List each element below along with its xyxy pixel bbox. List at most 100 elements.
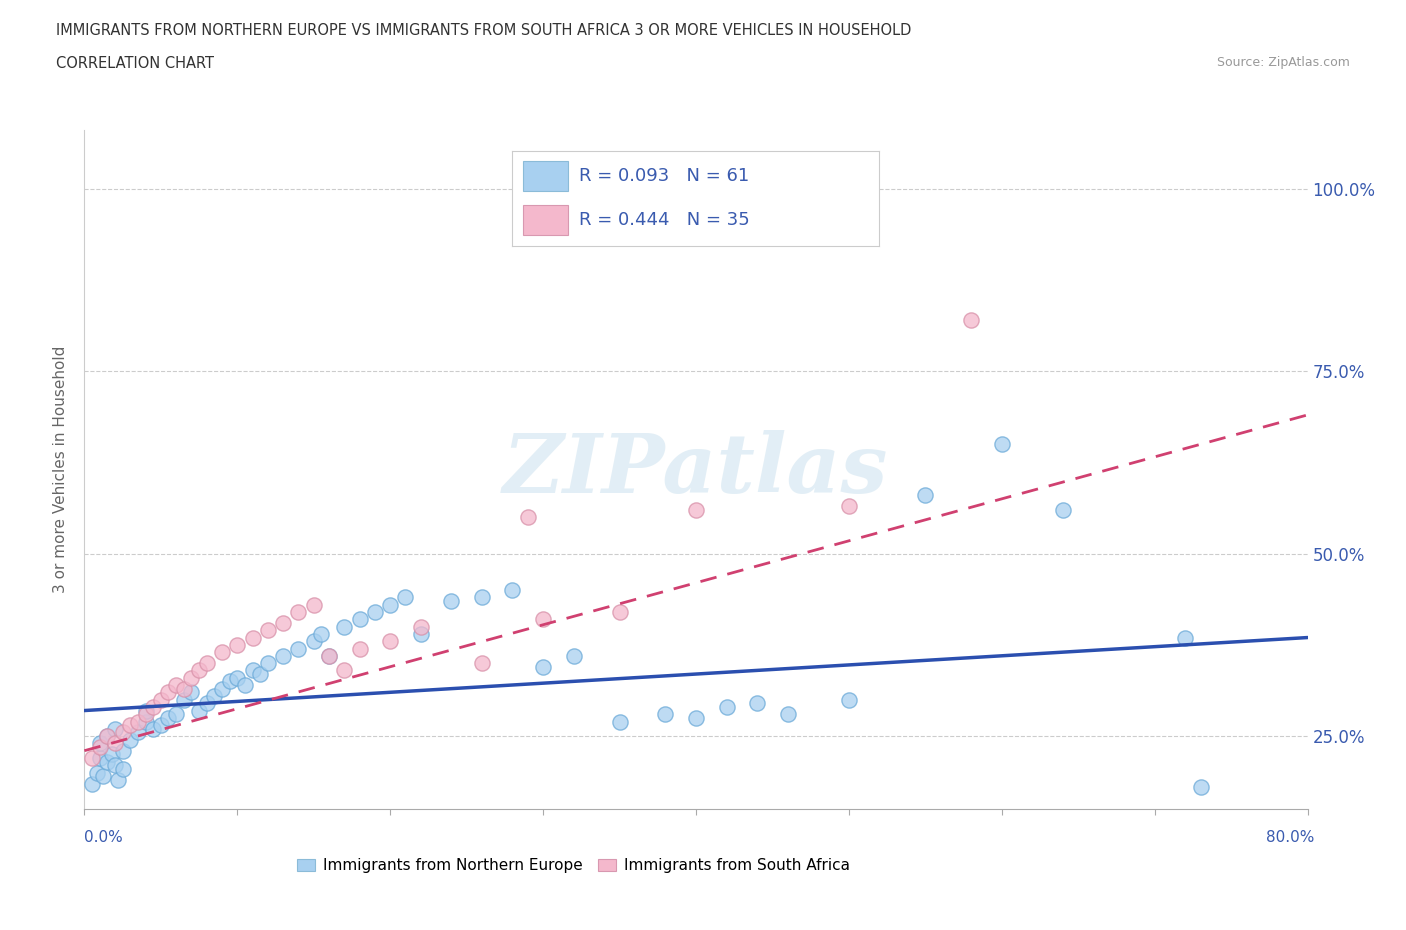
Text: CORRELATION CHART: CORRELATION CHART xyxy=(56,56,214,71)
Y-axis label: 3 or more Vehicles in Household: 3 or more Vehicles in Household xyxy=(53,346,69,593)
Point xyxy=(127,725,149,740)
Point xyxy=(364,604,387,619)
Point xyxy=(80,777,103,791)
Point xyxy=(609,604,631,619)
Point xyxy=(471,590,494,604)
Text: ZIPatlas: ZIPatlas xyxy=(503,430,889,510)
Text: IMMIGRANTS FROM NORTHERN EUROPE VS IMMIGRANTS FROM SOUTH AFRICA 3 OR MORE VEHICL: IMMIGRANTS FROM NORTHERN EUROPE VS IMMIG… xyxy=(56,23,911,38)
Point xyxy=(1174,631,1197,645)
Point xyxy=(380,597,402,612)
Point xyxy=(302,633,325,648)
Point xyxy=(195,656,218,671)
Point xyxy=(135,714,157,729)
Point xyxy=(111,743,134,758)
Point xyxy=(471,656,494,671)
Point xyxy=(394,590,416,604)
Point xyxy=(685,502,707,517)
Point xyxy=(104,736,127,751)
Point xyxy=(96,754,118,769)
Point xyxy=(142,699,165,714)
Legend: Immigrants from Northern Europe, Immigrants from South Africa: Immigrants from Northern Europe, Immigra… xyxy=(291,852,856,880)
Point xyxy=(107,773,129,788)
Point xyxy=(257,656,280,671)
Point xyxy=(242,663,264,678)
Text: R = 0.444   N = 35: R = 0.444 N = 35 xyxy=(578,211,749,229)
Point xyxy=(157,711,180,725)
Point xyxy=(838,692,860,707)
Point xyxy=(188,663,211,678)
Point xyxy=(149,718,172,733)
Point xyxy=(101,747,124,762)
Point xyxy=(104,758,127,773)
Point xyxy=(233,678,256,693)
Text: 80.0%: 80.0% xyxy=(1267,830,1315,844)
Point xyxy=(149,692,172,707)
Bar xyxy=(523,205,568,235)
Point xyxy=(211,681,233,696)
Point xyxy=(318,648,340,663)
Point xyxy=(409,627,432,642)
Point xyxy=(349,612,371,627)
Point xyxy=(685,711,707,725)
Point xyxy=(516,510,538,525)
Point xyxy=(89,751,111,765)
Point xyxy=(120,732,142,747)
Point xyxy=(226,637,249,652)
Point xyxy=(302,597,325,612)
Point xyxy=(960,312,983,327)
Point xyxy=(380,633,402,648)
Point xyxy=(914,487,936,502)
Point xyxy=(111,762,134,777)
Point xyxy=(287,604,309,619)
Point xyxy=(242,631,264,645)
Point xyxy=(1052,502,1074,517)
Point xyxy=(96,729,118,744)
Point xyxy=(89,739,111,754)
Point xyxy=(609,714,631,729)
Point xyxy=(991,437,1014,452)
Point xyxy=(104,722,127,737)
Point xyxy=(188,703,211,718)
Point xyxy=(89,736,111,751)
Text: Source: ZipAtlas.com: Source: ZipAtlas.com xyxy=(1216,56,1350,69)
Text: 0.0%: 0.0% xyxy=(84,830,124,844)
Point xyxy=(135,703,157,718)
Point xyxy=(838,498,860,513)
Point xyxy=(226,671,249,685)
Point xyxy=(249,667,271,682)
Point xyxy=(195,696,218,711)
Point xyxy=(135,707,157,722)
Point xyxy=(318,648,340,663)
Point xyxy=(333,619,356,634)
Point xyxy=(349,641,371,656)
Bar xyxy=(523,161,568,192)
Text: R = 0.093   N = 61: R = 0.093 N = 61 xyxy=(578,167,749,185)
Point xyxy=(111,725,134,740)
Point xyxy=(86,765,108,780)
Point xyxy=(654,707,676,722)
Point xyxy=(1189,779,1212,794)
Point xyxy=(91,769,114,784)
Point xyxy=(165,707,187,722)
Point xyxy=(747,696,769,711)
Point xyxy=(287,641,309,656)
Point xyxy=(502,583,524,598)
Point xyxy=(218,674,240,689)
Point xyxy=(202,688,225,703)
Point xyxy=(716,699,738,714)
Point xyxy=(531,659,554,674)
Point xyxy=(96,729,118,744)
Point xyxy=(333,663,356,678)
Point xyxy=(409,619,432,634)
Point xyxy=(157,684,180,699)
Point xyxy=(776,707,799,722)
Point xyxy=(271,648,294,663)
Point xyxy=(180,671,202,685)
Point xyxy=(562,648,585,663)
Point xyxy=(127,714,149,729)
Point xyxy=(311,627,333,642)
Point xyxy=(120,718,142,733)
Point xyxy=(173,692,195,707)
Point xyxy=(142,722,165,737)
Point xyxy=(531,612,554,627)
